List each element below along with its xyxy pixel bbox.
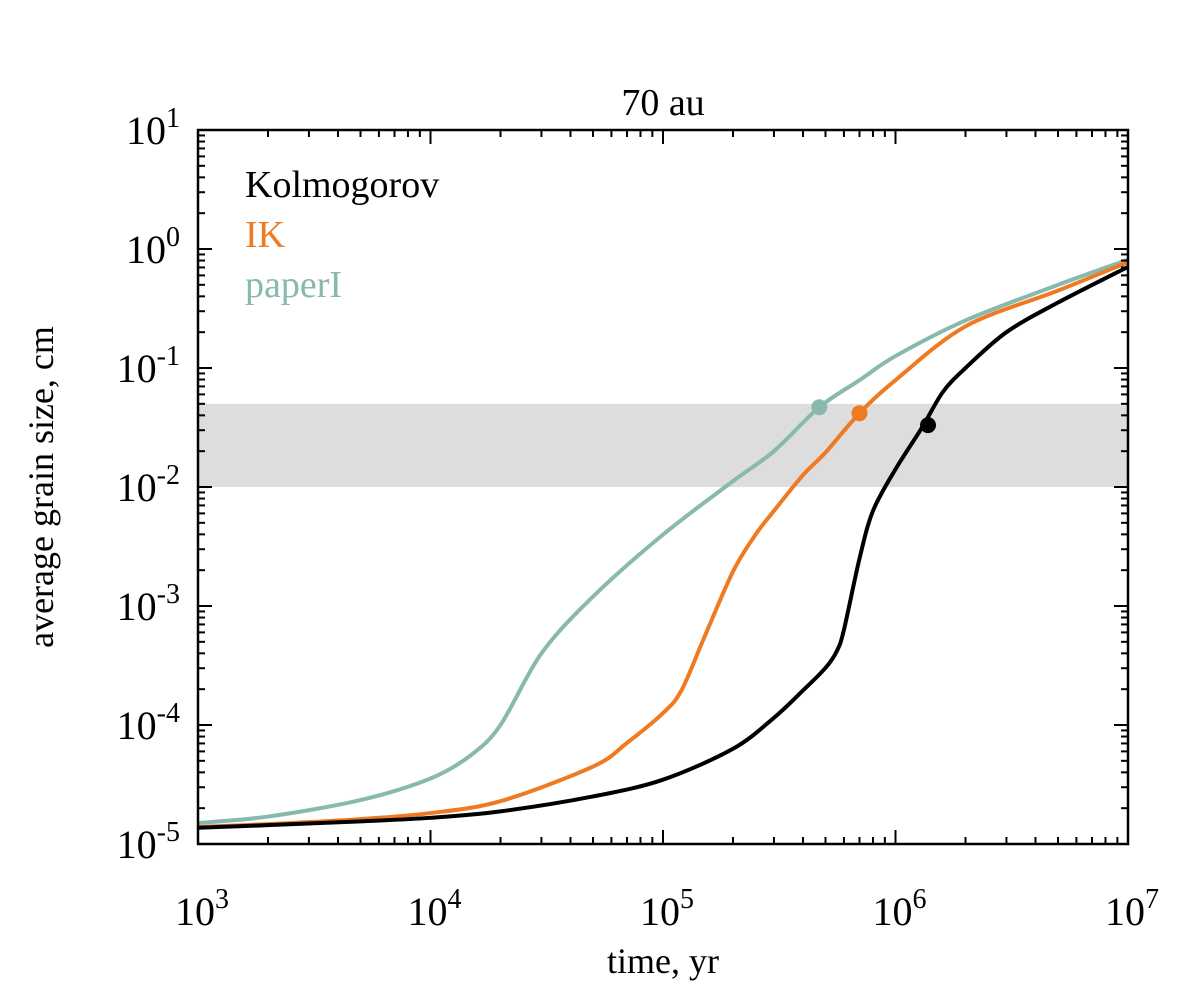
shaded-band-layer	[198, 403, 1128, 487]
legend-ik: IK	[245, 214, 286, 256]
series-line-kolmogorov	[197, 265, 1129, 830]
series-marker-kolmogorov	[920, 417, 937, 434]
tick-label-layer: 103 104 105 106 107 10-5 10-4 10-3 10-2 10-1 100 10…	[117, 103, 1159, 934]
y-tick-label: 10-3	[117, 579, 180, 629]
y-tick-label: 10-2	[117, 460, 180, 510]
chart-title: 70 au	[621, 82, 704, 124]
y-tick-label: 100	[126, 222, 180, 272]
series-marker-paperi	[811, 399, 828, 416]
y-tick-label: 101	[126, 103, 180, 153]
x-tick-label: 104	[408, 884, 462, 934]
legend-kolmogorov: Kolmogorov	[245, 164, 439, 206]
y-tick-label: 10-5	[117, 817, 180, 867]
x-tick-label: 103	[175, 884, 229, 934]
shaded-band	[198, 403, 1128, 487]
tick-layer	[197, 129, 1129, 845]
x-axis-label: time, yr	[607, 941, 719, 981]
x-tick-label: 106	[873, 884, 927, 934]
y-axis-label: average grain size, cm	[21, 326, 61, 648]
series-marker-ik	[851, 405, 868, 422]
x-tick-label: 105	[640, 884, 694, 934]
y-tick-label: 10-4	[117, 698, 180, 748]
series-layer	[197, 257, 1129, 830]
legend-paperi: paperI	[245, 264, 342, 306]
series-line-ik	[197, 260, 1129, 829]
y-tick-label: 10-1	[117, 341, 180, 391]
x-tick-label: 107	[1105, 884, 1159, 934]
series-line-paperi	[197, 257, 1129, 826]
